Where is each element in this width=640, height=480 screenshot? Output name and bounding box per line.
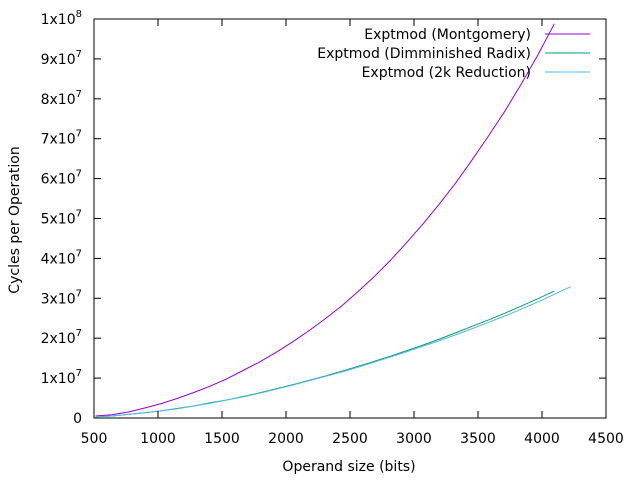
y-tick-mantissa: 2x10	[41, 331, 76, 347]
y-tick-exponent: 7	[76, 328, 82, 339]
y-tick-mantissa: 9x10	[41, 52, 76, 68]
x-tick-label: 1500	[204, 431, 240, 447]
y-tick-mantissa: 5x10	[41, 212, 76, 228]
y-tick-mantissa: 3x10	[41, 291, 76, 307]
x-tick-label: 1000	[140, 431, 176, 447]
legend: Exptmod (Montgomery) Exptmod (Dimminished…	[317, 27, 590, 81]
y-tick-exponent: 7	[76, 288, 82, 299]
y-tick-mantissa: 0	[73, 411, 82, 427]
x-tick-label: 3000	[396, 431, 432, 447]
y-tick-exponent: 7	[76, 89, 82, 100]
series-line-3	[95, 286, 571, 418]
y-tick-label: 1x108	[41, 9, 82, 28]
legend-label-2: Exptmod (Dimminished Radix)	[317, 46, 531, 62]
x-tick-label: 3500	[460, 431, 496, 447]
y-tick-mantissa: 6x10	[41, 172, 76, 188]
y-tick-mantissa: 7x10	[41, 132, 76, 148]
x-tick-label: 2000	[268, 431, 304, 447]
y-tick-label: 2x107	[41, 328, 82, 347]
y-tick-exponent: 7	[76, 209, 82, 220]
y-tick-exponent: 7	[76, 129, 82, 140]
y-tick-label: 1x107	[41, 368, 82, 387]
y-tick-exponent: 7	[76, 169, 82, 180]
series-line-2	[95, 290, 555, 418]
x-tick-label: 2500	[332, 431, 368, 447]
y-tick-exponent: 7	[76, 248, 82, 259]
series-layer	[95, 23, 571, 418]
y-tick-label: 5x107	[41, 209, 82, 228]
y-tick-exponent: 8	[76, 9, 82, 20]
legend-label-1: Exptmod (Montgomery)	[364, 27, 531, 43]
y-tick-label: 6x107	[41, 169, 82, 188]
y-tick-mantissa: 1x10	[41, 371, 76, 387]
y-tick-label: 0	[73, 411, 82, 427]
y-tick-exponent: 7	[76, 368, 82, 379]
y-tick-exponent: 7	[76, 49, 82, 60]
y-tick-label: 3x107	[41, 288, 82, 307]
y-tick-label: 7x107	[41, 129, 82, 148]
x-tick-label: 4500	[588, 431, 624, 447]
y-tick-mantissa: 1x10	[41, 12, 76, 28]
x-tick-label: 500	[81, 431, 108, 447]
y-tick-mantissa: 4x10	[41, 251, 76, 267]
tick-layer: 500 1000 1500 2000 2500 3000 3500 4000 4500 0 1x10…	[41, 9, 624, 447]
x-tick-label: 4000	[524, 431, 560, 447]
y-axis-label: Cycles per Operation	[7, 146, 23, 293]
y-tick-label: 8x107	[41, 89, 82, 108]
y-tick-label: 9x107	[41, 49, 82, 68]
x-axis-label: Operand size (bits)	[282, 459, 415, 475]
y-tick-mantissa: 8x10	[41, 92, 76, 108]
y-tick-label: 4x107	[41, 248, 82, 267]
legend-label-3: Exptmod (2k Reduction)	[362, 65, 531, 81]
series-line-1	[95, 23, 555, 417]
